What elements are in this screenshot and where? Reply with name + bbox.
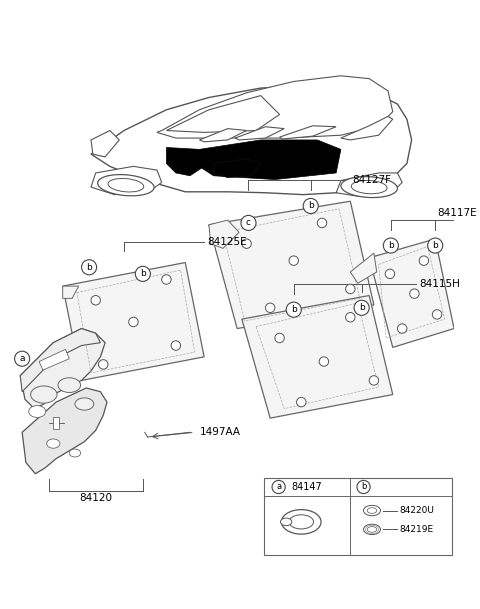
Text: 84115H: 84115H xyxy=(419,279,460,289)
Circle shape xyxy=(354,300,369,315)
Text: 84127F: 84127F xyxy=(352,175,391,186)
Text: 84219E: 84219E xyxy=(399,525,433,534)
Text: 84117E: 84117E xyxy=(437,208,477,217)
Ellipse shape xyxy=(365,525,379,533)
Ellipse shape xyxy=(31,386,57,403)
Circle shape xyxy=(317,218,327,228)
Circle shape xyxy=(385,269,395,278)
Ellipse shape xyxy=(289,515,313,529)
Circle shape xyxy=(346,312,355,322)
Polygon shape xyxy=(91,85,412,195)
Circle shape xyxy=(384,238,398,253)
Polygon shape xyxy=(235,127,284,140)
Circle shape xyxy=(91,295,100,305)
Polygon shape xyxy=(167,147,204,176)
Circle shape xyxy=(297,398,306,407)
Circle shape xyxy=(357,481,370,493)
Ellipse shape xyxy=(280,518,292,526)
Polygon shape xyxy=(91,166,162,195)
Ellipse shape xyxy=(341,177,397,197)
Text: b: b xyxy=(432,241,438,250)
Circle shape xyxy=(369,376,379,385)
Circle shape xyxy=(135,266,150,281)
Circle shape xyxy=(286,302,301,317)
Polygon shape xyxy=(209,220,239,248)
Circle shape xyxy=(272,481,285,493)
Circle shape xyxy=(397,324,407,333)
Circle shape xyxy=(432,310,442,319)
Ellipse shape xyxy=(75,398,94,410)
Polygon shape xyxy=(20,328,100,392)
Polygon shape xyxy=(336,173,402,197)
Polygon shape xyxy=(157,76,393,138)
Ellipse shape xyxy=(47,439,60,448)
Ellipse shape xyxy=(367,508,377,513)
Circle shape xyxy=(171,341,180,350)
Ellipse shape xyxy=(58,378,81,392)
Polygon shape xyxy=(369,239,454,347)
Circle shape xyxy=(162,275,171,284)
Ellipse shape xyxy=(363,524,381,535)
Text: 84147: 84147 xyxy=(292,482,323,492)
Circle shape xyxy=(275,333,284,343)
Polygon shape xyxy=(209,201,374,328)
Polygon shape xyxy=(167,96,279,132)
Circle shape xyxy=(98,360,108,369)
Circle shape xyxy=(242,239,252,248)
Circle shape xyxy=(346,284,355,294)
Ellipse shape xyxy=(97,175,154,196)
Polygon shape xyxy=(20,328,105,409)
Circle shape xyxy=(241,216,256,230)
Ellipse shape xyxy=(29,406,46,418)
Text: 1497AA: 1497AA xyxy=(199,428,240,437)
Text: b: b xyxy=(140,269,146,278)
Polygon shape xyxy=(39,350,69,370)
Circle shape xyxy=(265,303,275,312)
Ellipse shape xyxy=(281,510,321,534)
Circle shape xyxy=(82,259,96,275)
Text: b: b xyxy=(291,305,297,314)
Polygon shape xyxy=(242,295,393,418)
Polygon shape xyxy=(91,130,119,157)
Text: 84125E: 84125E xyxy=(207,237,247,247)
Circle shape xyxy=(14,351,30,366)
Text: a: a xyxy=(19,354,25,363)
Text: b: b xyxy=(361,482,366,491)
Circle shape xyxy=(419,256,429,266)
Text: b: b xyxy=(86,262,92,272)
Ellipse shape xyxy=(108,178,144,192)
Polygon shape xyxy=(48,417,64,429)
Ellipse shape xyxy=(363,505,381,516)
Polygon shape xyxy=(279,126,336,139)
Text: b: b xyxy=(359,303,364,312)
Text: 84120: 84120 xyxy=(79,493,112,503)
Text: c: c xyxy=(246,219,251,227)
Polygon shape xyxy=(63,286,79,298)
Polygon shape xyxy=(350,253,377,283)
Circle shape xyxy=(410,289,419,298)
Text: b: b xyxy=(388,241,394,250)
Text: 84220U: 84220U xyxy=(399,506,434,515)
Circle shape xyxy=(319,357,329,366)
Polygon shape xyxy=(63,262,204,381)
Polygon shape xyxy=(341,116,393,140)
Ellipse shape xyxy=(367,527,377,532)
Ellipse shape xyxy=(69,449,81,457)
Circle shape xyxy=(428,238,443,253)
Text: b: b xyxy=(308,202,313,211)
Polygon shape xyxy=(264,477,452,555)
Polygon shape xyxy=(22,388,107,474)
Polygon shape xyxy=(195,140,341,180)
Circle shape xyxy=(303,199,318,214)
Circle shape xyxy=(289,256,299,266)
Polygon shape xyxy=(199,128,247,142)
Text: a: a xyxy=(276,482,281,491)
Ellipse shape xyxy=(351,180,387,194)
Circle shape xyxy=(129,317,138,326)
Polygon shape xyxy=(214,159,261,178)
